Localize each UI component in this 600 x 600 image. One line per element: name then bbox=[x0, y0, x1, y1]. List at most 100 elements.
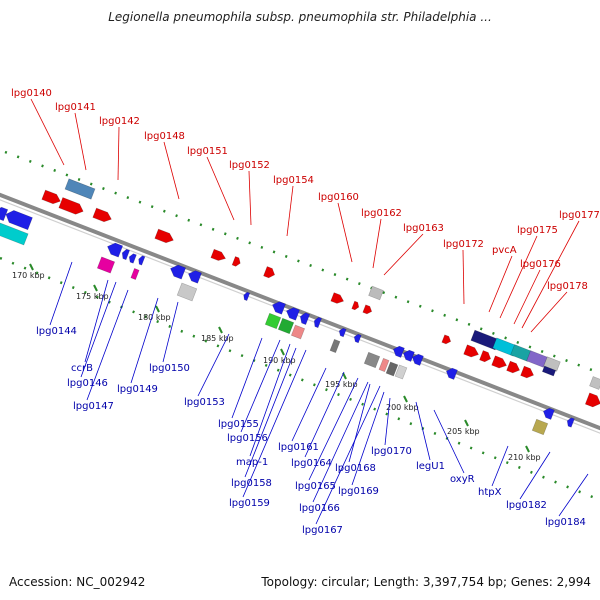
top-gene-label: lpg0176 bbox=[520, 259, 561, 270]
gene-arrow bbox=[92, 207, 112, 223]
label-leader-line bbox=[372, 218, 382, 269]
top-gene-label: pvcA bbox=[492, 245, 517, 256]
label-leader-line bbox=[242, 349, 307, 498]
gene-box bbox=[394, 364, 408, 380]
gene-arrow bbox=[411, 353, 424, 366]
bottom-gene-label: lpg0147 bbox=[73, 401, 114, 412]
label-leader-line bbox=[513, 269, 541, 325]
label-leader-line bbox=[162, 301, 179, 363]
label-leader-line bbox=[499, 235, 538, 319]
gene-arrow bbox=[154, 228, 174, 244]
accession-text: Accession: NC_002942 bbox=[9, 575, 146, 589]
gene-box bbox=[368, 285, 384, 301]
backbone-line bbox=[0, 192, 600, 431]
label-leader-line bbox=[30, 98, 65, 166]
gene-arrow bbox=[584, 392, 600, 408]
bottom-gene-label: lpg0165 bbox=[295, 481, 336, 492]
gene-box bbox=[130, 268, 140, 280]
gene-box bbox=[329, 338, 341, 354]
label-leader-line bbox=[312, 381, 369, 503]
label-leader-line bbox=[433, 409, 465, 474]
label-leader-line bbox=[163, 141, 180, 200]
label-leader-line bbox=[348, 383, 371, 463]
bottom-gene-label: lpg0170 bbox=[371, 446, 412, 457]
scale-label: 205 kbp bbox=[447, 427, 480, 436]
top-gene-label: lpg0152 bbox=[229, 160, 270, 171]
top-gene-label: lpg0172 bbox=[443, 239, 484, 250]
gene-arrow bbox=[392, 345, 405, 358]
gene-box bbox=[96, 256, 116, 274]
bottom-gene-label: lpg0164 bbox=[291, 458, 332, 469]
label-leader-line bbox=[244, 347, 297, 478]
gene-box bbox=[290, 324, 306, 340]
scale-tick bbox=[525, 445, 530, 453]
gene-arrow bbox=[330, 292, 345, 304]
gene-arrow bbox=[463, 344, 479, 358]
label-leader-line bbox=[197, 333, 230, 397]
gene-arrow bbox=[210, 248, 226, 261]
gene-arrow bbox=[58, 197, 84, 215]
bottom-gene-label: ccrB bbox=[71, 363, 93, 374]
top-gene-label: lpg0140 bbox=[11, 88, 52, 99]
gene-arrow bbox=[520, 365, 535, 379]
bottom-gene-label: lpg0166 bbox=[299, 503, 340, 514]
top-gene-label: lpg0178 bbox=[547, 281, 588, 292]
gene-arrow bbox=[353, 333, 362, 344]
scale-tick bbox=[218, 326, 223, 334]
gene-arrow bbox=[121, 248, 130, 261]
topology-text: Topology: circular; Length: 3,397,754 bp… bbox=[261, 575, 591, 589]
top-gene-label: lpg0151 bbox=[187, 146, 228, 157]
bottom-gene-label: lpg0146 bbox=[67, 378, 108, 389]
label-leader-line bbox=[530, 291, 568, 333]
scale-label: 195 kbp bbox=[325, 380, 358, 389]
label-leader-line bbox=[384, 397, 391, 446]
genome-title: Legionella pneumophila subsp. pneumophil… bbox=[108, 10, 492, 24]
gene-arrow bbox=[338, 327, 347, 338]
top-gene-label: lpg0175 bbox=[517, 225, 558, 236]
top-gene-label: lpg0177 bbox=[559, 210, 600, 221]
bottom-gene-label: lpg0184 bbox=[545, 517, 586, 528]
label-leader-line bbox=[286, 185, 294, 237]
scale-label: 210 kbp bbox=[508, 453, 541, 462]
gene-box bbox=[277, 317, 295, 335]
label-leader-line bbox=[249, 343, 291, 457]
gene-arrow bbox=[0, 206, 9, 222]
label-leader-line bbox=[462, 249, 465, 305]
scale-tick bbox=[155, 305, 160, 313]
label-leader-line bbox=[74, 112, 87, 171]
label-leader-line bbox=[337, 202, 353, 263]
bottom-gene-label: map-1 bbox=[236, 457, 268, 468]
scale-tick bbox=[93, 284, 98, 292]
gene-arrow bbox=[272, 301, 286, 315]
label-leader-line bbox=[49, 261, 73, 326]
top-gene-label: lpg0160 bbox=[318, 192, 359, 203]
gene-arrow bbox=[41, 189, 61, 205]
bottom-gene-label: lpg0158 bbox=[231, 478, 272, 489]
label-leader-line bbox=[86, 289, 129, 401]
bottom-gene-label: lpg0149 bbox=[117, 384, 158, 395]
label-leader-line bbox=[130, 297, 159, 384]
top-gene-label: lpg0141 bbox=[55, 102, 96, 113]
label-leader-line bbox=[488, 255, 513, 313]
bottom-gene-label: lpg0167 bbox=[302, 525, 343, 536]
gene-arrow bbox=[263, 266, 276, 279]
label-leader-line bbox=[519, 451, 551, 500]
scale-label: 170 kbp bbox=[12, 271, 45, 280]
gene-arrow bbox=[313, 316, 322, 329]
label-leader-line bbox=[206, 156, 235, 221]
gene-arrow bbox=[402, 349, 415, 362]
scale-label: 175 kbp bbox=[76, 292, 109, 301]
gene-arrow bbox=[231, 256, 241, 267]
label-leader-line bbox=[521, 220, 580, 329]
bottom-gene-label: lpg0156 bbox=[227, 433, 268, 444]
gene-arrow bbox=[170, 264, 187, 280]
label-leader-line bbox=[308, 377, 359, 481]
bottom-gene-label: lpg0161 bbox=[278, 442, 319, 453]
scale-label: 185 kbp bbox=[201, 334, 234, 343]
gene-arrow bbox=[441, 334, 452, 345]
bottom-gene-label: lpg0150 bbox=[149, 363, 190, 374]
label-leader-line bbox=[351, 391, 385, 486]
gene-box bbox=[264, 312, 282, 330]
label-leader-line bbox=[558, 473, 589, 517]
